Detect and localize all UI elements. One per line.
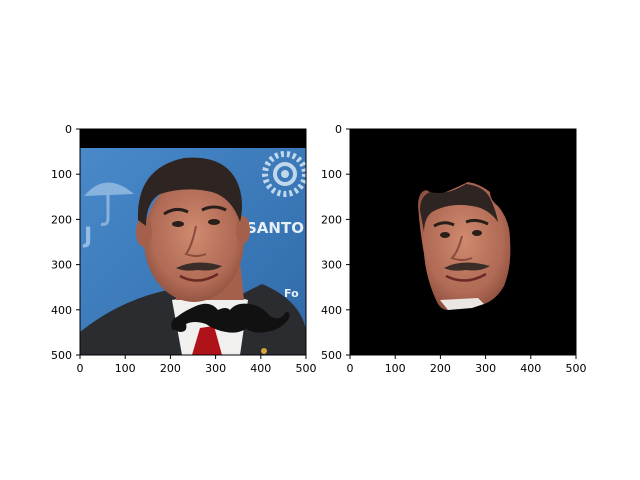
y-tick-label: 500	[321, 349, 342, 362]
x-tick-label: 200	[160, 362, 181, 375]
y-tick-label: 400	[51, 304, 72, 317]
x-tick-label: 400	[250, 362, 271, 375]
x-tick-label: 100	[115, 362, 136, 375]
y-tick-label: 500	[51, 349, 72, 362]
y-tick-label: 200	[321, 213, 342, 226]
background-text-fo: Fo	[284, 287, 299, 300]
x-tick-label: 500	[566, 362, 587, 375]
x-tick-label: 500	[296, 362, 317, 375]
x-tick-label: 400	[520, 362, 541, 375]
y-tick-label: 300	[321, 259, 342, 272]
x-tick-label: 300	[205, 362, 226, 375]
y-tick-label: 100	[321, 168, 342, 181]
x-tick-label: 0	[347, 362, 354, 375]
x-tick-label: 0	[77, 362, 84, 375]
right-image-panel	[350, 129, 576, 355]
background-text-santo: SANTO	[246, 219, 304, 237]
y-tick-label: 200	[51, 213, 72, 226]
x-tick-label: 100	[385, 362, 406, 375]
background-text-j: J	[82, 224, 92, 249]
x-tick-label: 300	[475, 362, 496, 375]
y-tick-label: 100	[51, 168, 72, 181]
y-tick-label: 300	[51, 259, 72, 272]
y-tick-label: 400	[321, 304, 342, 317]
left-image-panel: J SANTO Fo	[80, 129, 306, 355]
y-tick-label: 0	[65, 123, 72, 136]
y-tick-label: 0	[335, 123, 342, 136]
x-tick-label: 200	[430, 362, 451, 375]
